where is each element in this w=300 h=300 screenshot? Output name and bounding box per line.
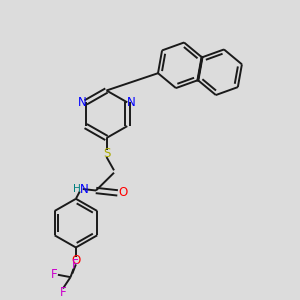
Text: N: N: [80, 182, 89, 196]
Text: N: N: [78, 96, 86, 109]
Text: F: F: [72, 258, 78, 271]
Text: O: O: [71, 254, 80, 267]
Text: F: F: [51, 268, 57, 281]
Text: F: F: [60, 286, 66, 299]
Text: O: O: [118, 186, 127, 200]
Text: H: H: [74, 184, 81, 194]
Text: N: N: [127, 96, 135, 109]
Text: S: S: [103, 147, 110, 160]
